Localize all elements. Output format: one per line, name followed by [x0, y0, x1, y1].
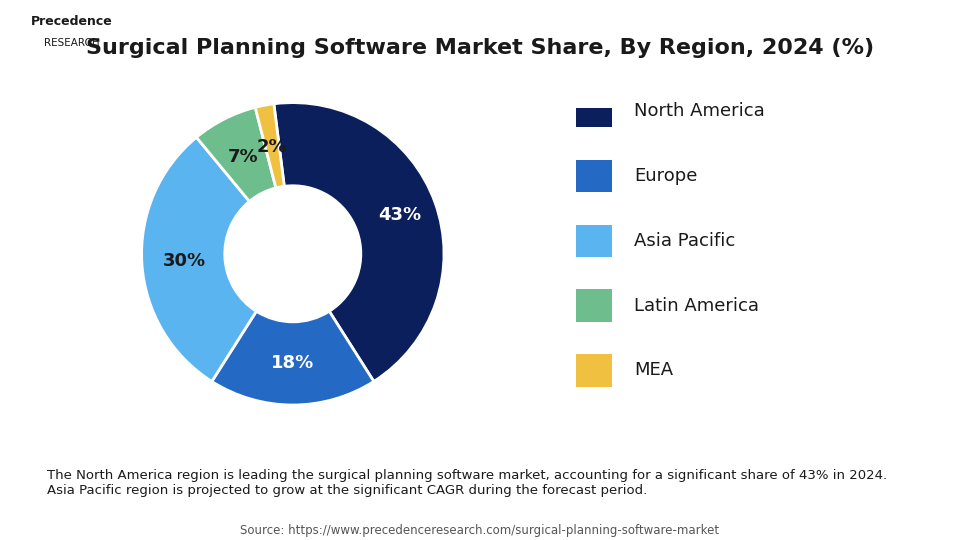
Wedge shape	[255, 104, 284, 188]
Bar	[576, 225, 612, 257]
Wedge shape	[274, 103, 444, 381]
Bar	[576, 160, 612, 192]
Wedge shape	[197, 107, 276, 201]
Text: The North America region is leading the surgical planning software market, accou: The North America region is leading the …	[47, 469, 887, 497]
Text: 7%: 7%	[228, 148, 258, 166]
Text: Precedence: Precedence	[31, 15, 113, 28]
Text: Asia Pacific: Asia Pacific	[635, 232, 735, 250]
Text: 2%: 2%	[257, 138, 288, 156]
Text: Surgical Planning Software Market Share, By Region, 2024 (%): Surgical Planning Software Market Share,…	[86, 38, 874, 58]
Text: RESEARCH: RESEARCH	[44, 38, 100, 48]
Text: Source: https://www.precedenceresearch.com/surgical-planning-software-market: Source: https://www.precedenceresearch.c…	[240, 524, 720, 537]
Text: Europe: Europe	[635, 167, 698, 185]
Bar	[576, 354, 612, 387]
Text: Latin America: Latin America	[635, 296, 759, 315]
Bar	[576, 95, 612, 127]
Text: 18%: 18%	[271, 354, 315, 372]
Text: North America: North America	[635, 102, 765, 120]
Text: MEA: MEA	[635, 361, 674, 380]
Wedge shape	[142, 137, 256, 381]
Text: 30%: 30%	[162, 252, 205, 269]
Wedge shape	[212, 311, 373, 405]
Bar	[576, 289, 612, 322]
Text: 43%: 43%	[378, 206, 421, 225]
